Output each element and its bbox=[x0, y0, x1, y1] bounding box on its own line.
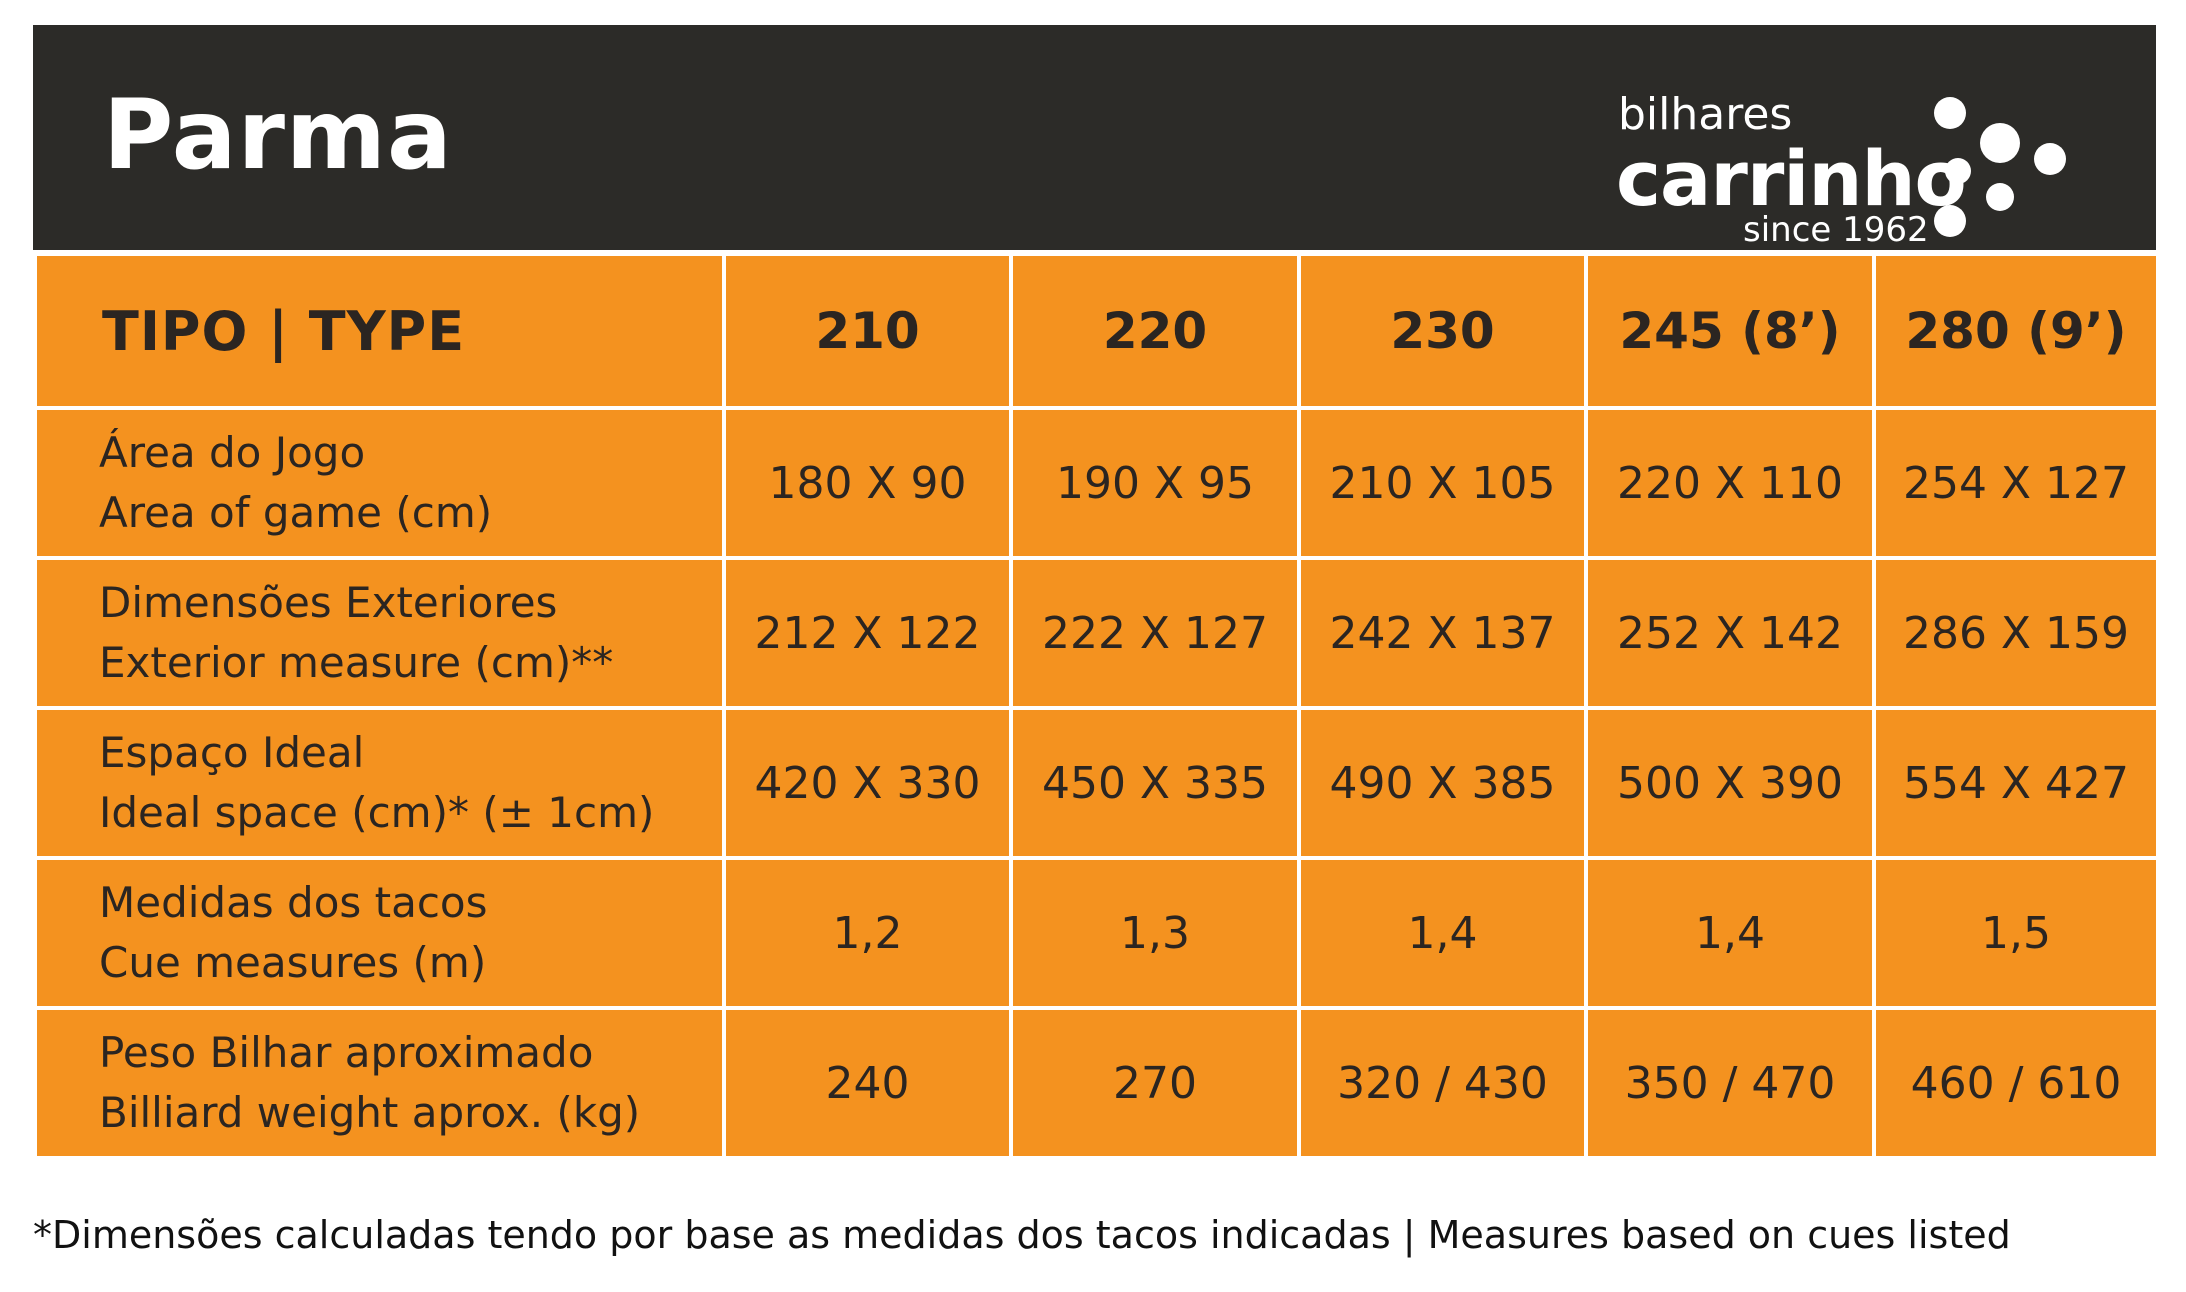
table-cell: 212 X 122 bbox=[722, 556, 1013, 710]
specifications-table: TIPO | TYPE 210 220 230 245 (8’) 280 (9’… bbox=[33, 252, 2160, 1160]
row-label-en: Area of game (cm) bbox=[99, 488, 493, 537]
table-cell: 500 X 390 bbox=[1584, 706, 1876, 860]
table-cell: 1,2 bbox=[722, 856, 1013, 1010]
table-cell: 242 X 137 bbox=[1297, 556, 1588, 710]
row-label-pt: Dimensões Exteriores bbox=[99, 578, 558, 627]
row-label-en: Billiard weight aprox. (kg) bbox=[99, 1088, 641, 1137]
table-cell: 210 X 105 bbox=[1297, 406, 1588, 560]
type-header-label: TIPO | TYPE bbox=[33, 252, 726, 410]
row-label-pt: Medidas dos tacos bbox=[99, 878, 488, 927]
table-cell: 320 / 430 bbox=[1297, 1006, 1588, 1160]
table-cell: 1,4 bbox=[1297, 856, 1588, 1010]
table-cell: 220 X 110 bbox=[1584, 406, 1876, 560]
logo-tagline: since 1962 bbox=[1743, 210, 1929, 250]
row-label-en: Exterior measure (cm)** bbox=[99, 638, 614, 687]
table-row: Espaço Ideal Ideal space (cm)* (± 1cm) 4… bbox=[33, 706, 2160, 860]
table-cell: 450 X 335 bbox=[1009, 706, 1301, 860]
logo-brand: carrinho bbox=[1616, 134, 1967, 223]
row-label: Peso Bilhar aproximado Billiard weight a… bbox=[33, 1006, 726, 1160]
table-cell: 270 bbox=[1009, 1006, 1301, 1160]
row-label-en: Cue measures (m) bbox=[99, 938, 487, 987]
row-label-pt: Área do Jogo bbox=[99, 428, 366, 477]
column-header: 280 (9’) bbox=[1872, 252, 2160, 410]
billiard-balls-icon bbox=[1934, 97, 2066, 237]
row-label-en: Ideal space (cm)* (± 1cm) bbox=[99, 788, 655, 837]
table-row: Dimensões Exteriores Exterior measure (c… bbox=[33, 556, 2160, 710]
table-cell: 350 / 470 bbox=[1584, 1006, 1876, 1160]
footnote: *Dimensões calculadas tendo por base as … bbox=[33, 1213, 2011, 1257]
row-label: Dimensões Exteriores Exterior measure (c… bbox=[33, 556, 726, 710]
table-cell: 490 X 385 bbox=[1297, 706, 1588, 860]
table-cell: 286 X 159 bbox=[1872, 556, 2160, 710]
row-label: Medidas dos tacos Cue measures (m) bbox=[33, 856, 726, 1010]
column-header: 245 (8’) bbox=[1584, 252, 1876, 410]
column-header: 230 bbox=[1297, 252, 1588, 410]
table-cell: 554 X 427 bbox=[1872, 706, 2160, 860]
page-title: Parma bbox=[103, 79, 453, 191]
table-row: Área do Jogo Area of game (cm) 180 X 90 … bbox=[33, 406, 2160, 560]
table-row: Peso Bilhar aproximado Billiard weight a… bbox=[33, 1006, 2160, 1160]
row-label-pt: Espaço Ideal bbox=[99, 728, 365, 777]
column-header: 220 bbox=[1009, 252, 1301, 410]
table-cell: 1,5 bbox=[1872, 856, 2160, 1010]
table-cell: 1,3 bbox=[1009, 856, 1301, 1010]
table-cell: 190 X 95 bbox=[1009, 406, 1301, 560]
brand-logo: bilhares carrinho since 1962 bbox=[1578, 63, 2128, 253]
table-cell: 252 X 142 bbox=[1584, 556, 1876, 710]
table-cell: 420 X 330 bbox=[722, 706, 1013, 860]
table-cell: 254 X 127 bbox=[1872, 406, 2160, 560]
logo-line1: bilhares bbox=[1618, 89, 1793, 140]
row-label: Espaço Ideal Ideal space (cm)* (± 1cm) bbox=[33, 706, 726, 860]
table-cell: 222 X 127 bbox=[1009, 556, 1301, 710]
table-cell: 180 X 90 bbox=[722, 406, 1013, 560]
row-label-pt: Peso Bilhar aproximado bbox=[99, 1028, 594, 1077]
header-bar: Parma bilhares carrinho since 1962 bbox=[33, 25, 2156, 250]
table-header-row: TIPO | TYPE 210 220 230 245 (8’) 280 (9’… bbox=[33, 252, 2160, 410]
table-row: Medidas dos tacos Cue measures (m) 1,2 1… bbox=[33, 856, 2160, 1010]
row-label: Área do Jogo Area of game (cm) bbox=[33, 406, 726, 560]
table-cell: 1,4 bbox=[1584, 856, 1876, 1010]
table-cell: 460 / 610 bbox=[1872, 1006, 2160, 1160]
table-cell: 240 bbox=[722, 1006, 1013, 1160]
column-header: 210 bbox=[722, 252, 1013, 410]
